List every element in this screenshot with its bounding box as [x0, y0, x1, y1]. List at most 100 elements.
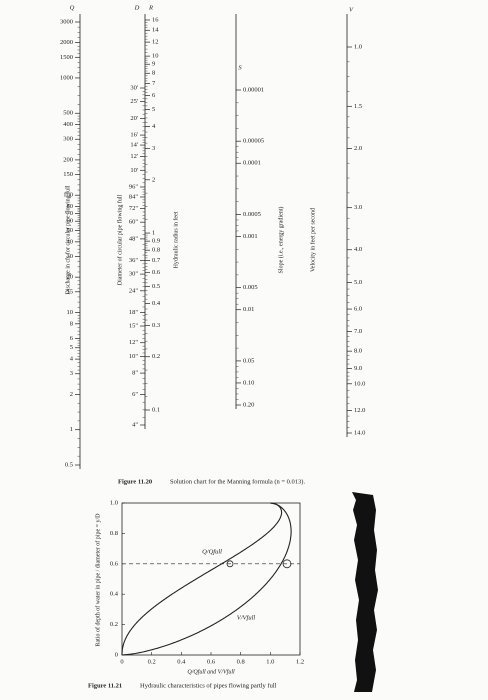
tick-label: 20'	[130, 115, 138, 122]
tick-label: 5	[152, 106, 155, 113]
tick-label: 16'	[130, 132, 138, 139]
tick-label: 96"	[129, 183, 139, 190]
tick-label: 0.10	[243, 379, 254, 386]
tick-label: 30'	[130, 84, 138, 91]
tick-label: 1.5	[354, 103, 362, 110]
tick-label: 36"	[129, 257, 139, 264]
tick-label: 30	[67, 253, 74, 260]
tick-label: 1.0	[354, 43, 362, 50]
curve-label: Q/Qfull	[202, 548, 222, 555]
scale-label: Diameter of circular pipe flowing full	[116, 194, 123, 285]
x-tick-label: 0.4	[177, 658, 186, 665]
tick-label: 18"	[129, 309, 139, 316]
tick-label: 100	[63, 192, 73, 199]
tick-label: 60"	[129, 219, 139, 226]
tick-label: 6"	[132, 391, 138, 398]
tick-label: 8	[152, 70, 155, 77]
figure-number: Figure 11.21	[88, 682, 122, 689]
y-tick-label: 0	[115, 651, 118, 658]
scale-label: Velocity in feet per second	[309, 208, 316, 272]
tick-label: 7	[152, 80, 156, 87]
tick-label: 200	[63, 156, 73, 163]
tick-label: 30"	[129, 271, 139, 278]
y-tick-label: 0.8	[110, 530, 118, 537]
tick-label: 16	[152, 16, 159, 23]
tick-label: 0.3	[152, 322, 160, 329]
tick-label: 500	[63, 110, 73, 117]
tick-label: 10.0	[354, 380, 365, 387]
scale-symbol: S	[238, 64, 242, 71]
tick-label: 300	[63, 136, 73, 143]
tick-label: 50	[67, 227, 74, 234]
tick-label: 72"	[129, 205, 139, 212]
tick-label: 9.0	[354, 365, 362, 372]
x-tick-label: 0	[120, 658, 123, 665]
tick-label: 25'	[130, 98, 138, 105]
tick-label: 5	[70, 344, 73, 351]
tick-label: 12.0	[354, 407, 365, 414]
tick-label: 0.005	[243, 284, 258, 291]
tick-label: 2	[70, 391, 73, 398]
tick-label: 15"	[129, 322, 139, 329]
tick-label: 10'	[130, 167, 138, 174]
tick-label: 24"	[129, 287, 139, 294]
y-tick-label: 0.6	[110, 560, 119, 567]
tick-label: 0.9	[152, 238, 160, 245]
tick-label: 0.6	[152, 269, 161, 276]
tick-label: 4.0	[354, 246, 362, 253]
figure-number: Figure 11.20	[118, 478, 152, 485]
tick-label: 5.0	[354, 279, 362, 286]
scale-symbol: Q	[70, 4, 75, 11]
tick-label: 10"	[129, 353, 139, 360]
tick-label: 2.0	[354, 145, 362, 152]
tick-label: 12'	[130, 153, 138, 160]
y-tick-label: 0.2	[110, 621, 118, 628]
tick-label: 8"	[132, 370, 138, 377]
tick-label: 48"	[129, 235, 139, 242]
x-axis-label: Q/Qfull and V/Vfull	[187, 668, 235, 675]
curve	[121, 502, 292, 656]
tick-label: 2000	[60, 39, 73, 46]
tick-label: 70	[67, 210, 74, 217]
tick-label: 4	[152, 123, 156, 130]
x-tick-label: 0.8	[237, 658, 245, 665]
tick-label: 6.0	[354, 306, 362, 313]
plot-frame	[121, 502, 301, 656]
scale-symbol: R	[148, 4, 153, 11]
y-tick-label: 0.4	[110, 591, 119, 598]
x-tick-label: 1.2	[296, 658, 304, 665]
hydraulic-chart: 0 0.2 0.4 0.6 0.8 1.0 1.2 0 0.2 0.4 0.6 0.8 1.0 Q/Qfu…	[94, 499, 304, 675]
tick-label: 8	[70, 320, 73, 327]
tick-label: 12	[152, 39, 159, 46]
tick-label: 3000	[60, 18, 73, 25]
scale-label: Discharge in cfs for circular pipe flowi…	[64, 185, 71, 294]
tick-label: 6	[152, 92, 156, 99]
y-axis-label: Ratio of depth of water in pipe / diamet…	[94, 513, 101, 647]
tick-label: 1	[152, 230, 155, 237]
x-tick-label: 0.2	[148, 658, 156, 665]
tick-label: 1	[70, 426, 73, 433]
x-tick-label: 1.0	[266, 658, 274, 665]
tick-label: 8.0	[354, 348, 362, 355]
tick-label: 0.0001	[243, 160, 261, 167]
tick-label: 15	[67, 288, 74, 295]
tick-label: 3	[70, 370, 73, 377]
tick-label: 0.001	[243, 233, 258, 240]
tick-label: 40	[67, 238, 74, 245]
figure-caption: Hydraulic characteristics of pipes flowi…	[140, 682, 277, 689]
tick-label: 150	[63, 171, 73, 178]
scale-symbol: D	[134, 4, 140, 11]
curve-label: V/Vfull	[237, 614, 256, 621]
tick-label: 4	[70, 356, 74, 363]
tick-label: 0.0005	[243, 211, 261, 218]
tick-label: 0.00001	[243, 86, 264, 93]
tick-label: 400	[63, 121, 73, 128]
tick-label: 60	[67, 218, 74, 225]
tick-label: 1500	[60, 54, 73, 61]
scan-shadow	[352, 492, 378, 692]
tick-label: 84"	[129, 193, 139, 200]
tick-label: 14'	[130, 142, 138, 149]
tick-label: 14.0	[354, 429, 365, 436]
tick-label: 0.05	[243, 357, 254, 364]
